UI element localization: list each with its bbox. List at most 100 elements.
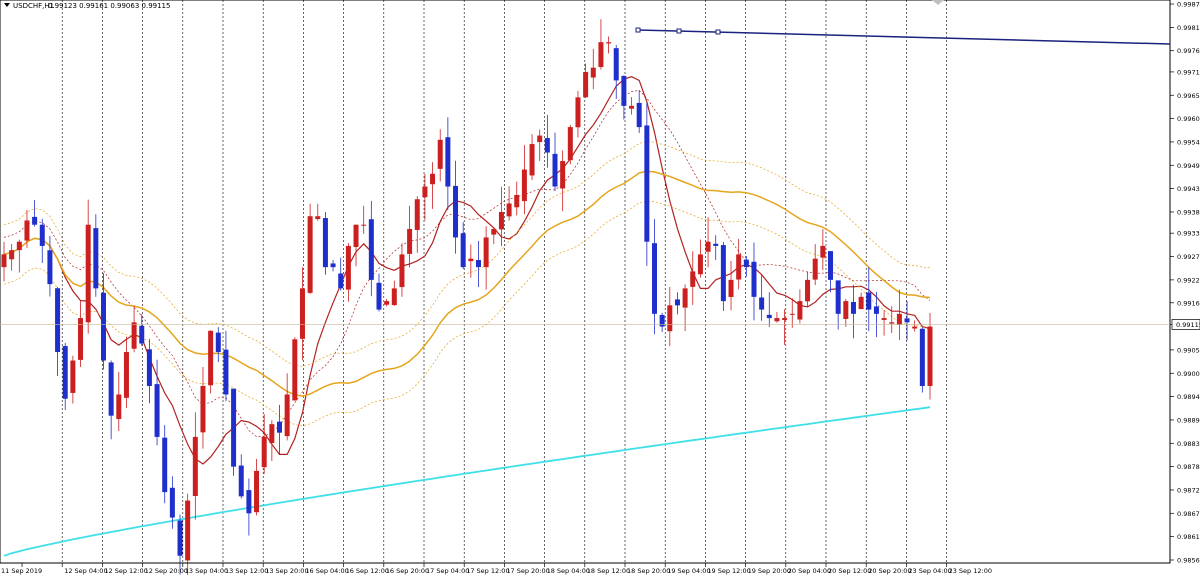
candle-bull (560, 161, 566, 189)
candle-bull (498, 211, 504, 230)
trendline[interactable] (637, 29, 1171, 45)
candle-bear (55, 288, 61, 353)
candle-bear (108, 362, 114, 416)
price-tick-label: 0.99166 (1177, 299, 1200, 307)
candle-bull (315, 216, 321, 220)
candle-bear (866, 292, 872, 310)
candle-bull (422, 186, 428, 198)
candle-bull (537, 135, 543, 143)
candle-bull (269, 424, 275, 443)
candle-bear (659, 314, 665, 327)
time-tick-label: 12 Sep 04:00 (64, 567, 107, 575)
candle-bull (200, 385, 206, 433)
candle-bull (1, 254, 7, 268)
trendline-layer[interactable] (635, 27, 1171, 45)
candle-bull (927, 326, 933, 387)
candle-bear (139, 325, 145, 344)
candle-bear (453, 185, 459, 238)
candle-bull (131, 322, 137, 349)
candle-bull (85, 224, 91, 323)
symbol-dropdown-icon[interactable] (4, 3, 10, 7)
trendline-handle[interactable] (676, 28, 682, 34)
candle-bull (491, 228, 497, 235)
candle-bear (766, 314, 772, 319)
candle-bear (552, 153, 558, 187)
candle-bull (430, 173, 436, 185)
candle-bull (567, 127, 573, 161)
trendline-handle[interactable] (635, 27, 641, 33)
price-tick-label: 0.99655 (1177, 92, 1200, 100)
ma-mid-envelope-lower (3, 200, 931, 427)
scroll-shift-icon[interactable] (932, 0, 944, 5)
candle-bear (613, 48, 619, 81)
time-tick-label: 19 Sep 12:00 (707, 567, 750, 575)
candle-bull (78, 318, 84, 360)
grid-layer (61, 0, 947, 563)
candle-bear (713, 243, 719, 246)
time-tick-label: 18 Sep 04:00 (547, 567, 590, 575)
candle-bear (850, 301, 856, 314)
ma-fast-envelope (3, 90, 931, 437)
ma-fast-line (3, 76, 931, 465)
candle-bear (621, 75, 627, 106)
candle-bull (728, 279, 734, 297)
time-tick-label: 16 Sep 12:00 (346, 567, 389, 575)
candle-bear (93, 228, 99, 289)
time-tick-label: 23 Sep 04:00 (908, 567, 951, 575)
candle-bull (307, 216, 313, 293)
time-tick-label: 12 Sep 20:00 (145, 567, 188, 575)
trendline-handle[interactable] (715, 29, 721, 35)
candle-bull (590, 67, 596, 78)
candle-bull (391, 288, 397, 306)
candle-bull (881, 318, 887, 320)
time-tick-label: 11 Sep 2019 (1, 567, 42, 575)
candle-bull (116, 394, 122, 420)
candle-bull (705, 241, 711, 252)
candle-bear (674, 299, 680, 306)
candle-bull (16, 241, 22, 251)
candle-bull (384, 301, 390, 305)
candle-bull (667, 305, 673, 332)
candle-bear (177, 520, 183, 556)
candle-bull (682, 288, 688, 308)
time-tick-label: 16 Sep 04:00 (305, 567, 348, 575)
candle-bull (843, 301, 849, 319)
time-tick-label: 13 Sep 04:00 (185, 567, 228, 575)
candle-bull (399, 254, 405, 288)
candle-bull (514, 194, 520, 208)
candle-bull (529, 144, 535, 176)
candle-bear (246, 490, 252, 514)
candle-bear (460, 233, 466, 268)
candle-bull (437, 139, 443, 169)
candle-bull (629, 105, 635, 109)
candle-bull (521, 169, 527, 202)
candle-bear (32, 216, 38, 225)
time-tick-label: 13 Sep 12:00 (225, 567, 268, 575)
price-tick-label: 0.99055 (1177, 346, 1200, 354)
candle-bull (353, 224, 359, 248)
price-tick-label: 0.99435 (1177, 185, 1200, 193)
candle-bear (904, 318, 910, 323)
candle-bull (858, 296, 864, 310)
candle-bull (812, 258, 818, 280)
time-tick-label: 20 Sep 12:00 (828, 567, 871, 575)
price-tick-label: 0.98615 (1177, 533, 1200, 541)
candle-bull (583, 71, 589, 98)
ma-mid-envelope-upper (3, 141, 931, 367)
candle-bull (254, 470, 260, 513)
price-tick-label: 0.99275 (1177, 253, 1200, 261)
candle-bull (736, 254, 742, 280)
candle-bear (223, 349, 229, 395)
candle-bull (697, 254, 703, 275)
current-price-label: 0.99115 (1176, 321, 1200, 329)
price-tick-label: 0.99545 (1177, 138, 1200, 146)
